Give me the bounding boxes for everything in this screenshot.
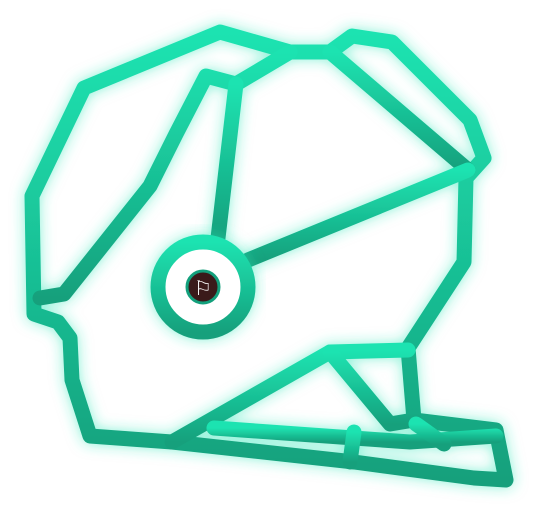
neck-guard-strip	[322, 344, 422, 432]
earpiece-center-dot	[185, 269, 221, 305]
visor-ridge	[210, 76, 244, 246]
earpiece-glyph: ⚐	[194, 276, 212, 300]
helmet-side-line	[240, 162, 476, 268]
helmet-outline	[24, 24, 514, 488]
neck-guard-strip	[408, 416, 452, 452]
helmet-crest-line	[322, 44, 476, 178]
neck-guard-strip	[342, 424, 362, 470]
neck-guard-strip	[206, 420, 504, 450]
earpiece: ⚐	[150, 234, 256, 340]
